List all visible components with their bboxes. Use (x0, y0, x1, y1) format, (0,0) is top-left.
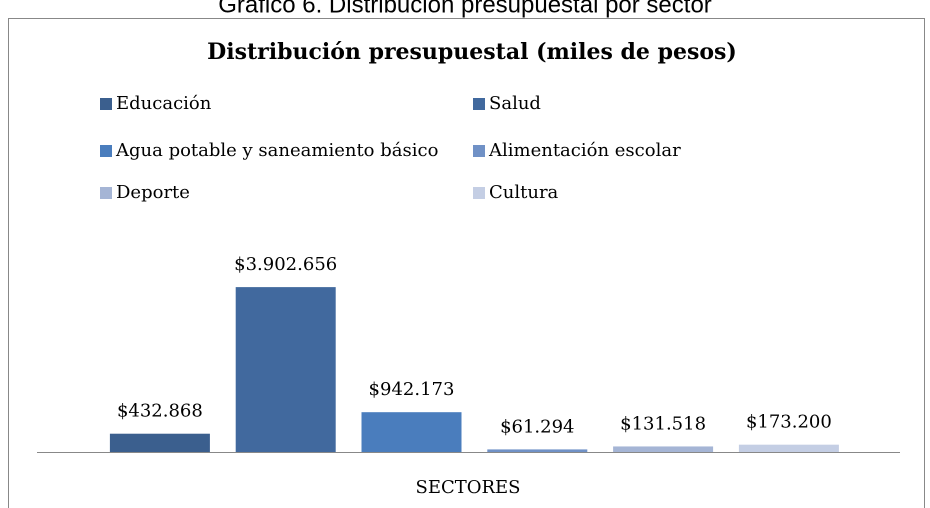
chart-title: Distribución presupuestal (miles de peso… (207, 39, 737, 65)
value-label: $173.200 (746, 412, 832, 433)
x-axis-label: SECTORES (415, 477, 520, 498)
bar (613, 446, 714, 452)
value-label: $942.173 (369, 379, 455, 400)
legend-label: Salud (489, 93, 541, 114)
bar (235, 287, 336, 452)
legend-swatch (100, 145, 112, 157)
legend-label: Cultura (489, 182, 559, 203)
legend-swatch (100, 187, 112, 199)
legend-swatch (473, 98, 485, 110)
bar (487, 449, 588, 452)
legend-swatch (100, 98, 112, 110)
chart-frame (8, 18, 925, 508)
bar (109, 433, 210, 452)
value-label: $61.294 (500, 416, 574, 437)
bar (361, 412, 462, 452)
caption: Gráfico 6. Distribución presupuestal por… (218, 0, 712, 18)
legend-label: Alimentación escolar (488, 140, 681, 161)
value-label: $432.868 (117, 401, 203, 422)
bar (738, 444, 839, 452)
legend-swatch (473, 145, 485, 157)
legend-swatch (473, 187, 485, 199)
legend-label: Educación (116, 93, 212, 114)
legend-label: Deporte (116, 182, 190, 203)
legend-label: Agua potable y saneamiento básico (115, 140, 438, 161)
value-label: $131.518 (620, 413, 706, 434)
value-label: $3.902.656 (234, 254, 337, 275)
